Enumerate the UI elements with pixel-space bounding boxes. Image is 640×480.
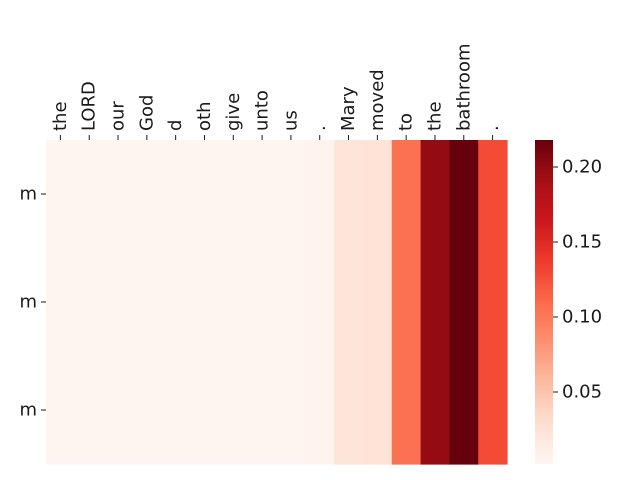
x-tick-label: LORD	[79, 81, 100, 131]
heatmap-cell	[247, 140, 278, 249]
heatmap-cell	[334, 356, 364, 465]
heatmap-cell	[420, 356, 450, 465]
y-tick-label: m	[19, 292, 37, 313]
y-tick-label: m	[19, 400, 37, 421]
heatmap-cell	[391, 356, 422, 465]
heatmap-cell	[132, 356, 162, 465]
heatmap-cell	[478, 140, 508, 249]
x-tick-label: .	[309, 125, 330, 131]
heatmap-cell	[478, 248, 508, 357]
colorbar-ticks: 0.05 0.10 0.15 0.20	[553, 157, 602, 403]
heatmap-cell	[362, 248, 393, 357]
x-tick-label: us	[280, 110, 301, 131]
heatmap-cell	[46, 140, 76, 249]
heatmap-cell	[247, 356, 278, 465]
heatmap-cell	[190, 248, 220, 357]
heatmap-cell	[74, 140, 105, 249]
heatmap-cell	[305, 140, 335, 249]
heatmap-cell	[362, 356, 393, 465]
heatmap-cells	[46, 140, 508, 465]
x-tick-label: Mary	[338, 86, 359, 131]
heatmap-cell	[276, 356, 306, 465]
heatmap-cell	[276, 140, 306, 249]
x-tick-label: moved	[367, 69, 388, 131]
colorbar-tick-label: 0.05	[562, 382, 602, 403]
x-tick-label: give	[223, 93, 244, 131]
heatmap-cell	[161, 140, 191, 249]
heatmap-cell	[449, 356, 479, 465]
heatmap-cell	[46, 356, 76, 465]
x-tick-label: .	[482, 125, 503, 131]
heatmap-cell	[218, 356, 249, 465]
heatmap-cell	[74, 248, 105, 357]
heatmap-cell	[74, 356, 105, 465]
heatmap-cell	[161, 356, 191, 465]
colorbar-tick-label: 0.20	[562, 157, 602, 178]
colorbar-tick-label: 0.10	[562, 307, 602, 328]
heatmap-cell	[449, 140, 479, 249]
heatmap-cell	[103, 356, 134, 465]
heatmap-cell	[305, 248, 335, 357]
heatmap-cell	[391, 248, 422, 357]
x-tick-label: to	[396, 113, 417, 131]
heatmap-cell	[449, 248, 479, 357]
heatmap-cell	[103, 248, 134, 357]
colorbar-tick-label: 0.15	[562, 232, 602, 253]
y-axis-ticks: m m m	[19, 184, 46, 421]
heatmap-cell	[190, 140, 220, 249]
colorbar	[535, 140, 553, 464]
heatmap-cell	[276, 248, 306, 357]
x-tick-label: our	[108, 101, 129, 131]
heatmap-cell	[420, 140, 450, 249]
heatmap-cell	[218, 248, 249, 357]
x-tick-label: bathroom	[453, 44, 474, 132]
heatmap-cell	[132, 140, 162, 249]
heatmap-cell	[391, 140, 422, 249]
heatmap-cell	[247, 248, 278, 357]
x-tick-label: the	[50, 101, 71, 131]
heatmap-cell	[161, 248, 191, 357]
x-tick-label: the	[424, 101, 445, 131]
x-tick-label: God	[136, 95, 157, 131]
y-tick-label: m	[19, 184, 37, 205]
heatmap-cell	[334, 248, 364, 357]
heatmap-cell	[420, 248, 450, 357]
heatmap-cell	[132, 248, 162, 357]
heatmap-cell	[362, 140, 393, 249]
heatmap-cell	[190, 356, 220, 465]
heatmap-cell	[478, 356, 508, 465]
heatmap-cell	[103, 140, 134, 249]
x-tick-label: unto	[252, 90, 273, 131]
heatmap-cell	[334, 140, 364, 249]
x-tick-label: oth	[194, 102, 215, 131]
heatmap-cell	[46, 248, 76, 357]
x-axis-ticks: the LORD our God d oth give unto us. Mary moved to t…	[50, 44, 503, 140]
heatmap-cell	[305, 356, 335, 465]
x-tick-label: d	[165, 120, 186, 131]
heatmap-cell	[218, 140, 249, 249]
